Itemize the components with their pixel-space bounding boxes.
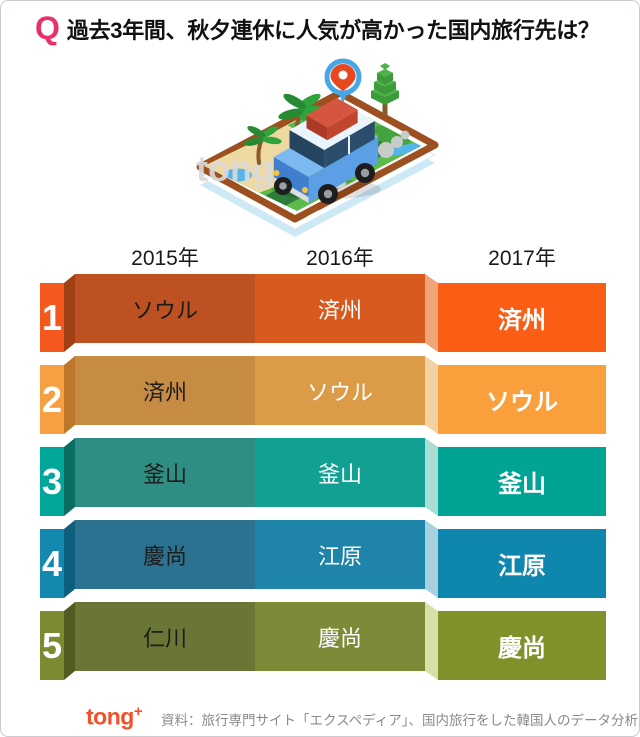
tong-logo: tong+ bbox=[86, 703, 143, 731]
rank-number: 2 bbox=[40, 365, 64, 434]
cell-2015: 仁川 bbox=[75, 602, 255, 671]
cell-2017: 江原 bbox=[438, 529, 606, 598]
cell-2015: 済州 bbox=[75, 356, 255, 425]
title-text: 過去3年間、秋夕連休に人気が高かった国内旅行先は？ bbox=[66, 18, 600, 43]
year-label-2016: 2016年 bbox=[306, 247, 374, 270]
rank-number: 1 bbox=[40, 283, 64, 352]
rank-row-5: 5 仁川 慶尚 慶尚 bbox=[1, 602, 639, 680]
ribbon-fold-left bbox=[64, 602, 75, 680]
cell-2015: ソウル bbox=[75, 274, 255, 343]
cell-2017: 慶尚 bbox=[438, 611, 606, 680]
cell-2017: 済州 bbox=[438, 283, 606, 352]
ribbon-fold-left bbox=[64, 520, 75, 598]
q-mark: Q bbox=[35, 10, 60, 46]
pine-tree bbox=[371, 63, 399, 115]
ribbon-fold-right bbox=[425, 438, 438, 516]
rank-number: 3 bbox=[40, 447, 64, 516]
rank-number: 4 bbox=[40, 529, 64, 598]
page-title: Q 過去3年間、秋夕連休に人気が高かった国内旅行先は？ bbox=[35, 10, 600, 46]
ribbon-fold-left bbox=[64, 356, 75, 434]
rank-row-2: 2 済州 ソウル ソウル bbox=[1, 356, 639, 434]
rank-row-1: 1 ソウル 済州 済州 bbox=[1, 274, 639, 352]
ribbon-fold-right bbox=[425, 602, 438, 680]
suv-car bbox=[271, 97, 381, 204]
cell-2015: 釜山 bbox=[75, 438, 255, 507]
year-label-2015: 2015年 bbox=[131, 247, 199, 270]
cell-2016: ソウル bbox=[255, 356, 425, 425]
cell-2016: 江原 bbox=[255, 520, 425, 589]
ribbon-fold-right bbox=[425, 356, 438, 434]
cell-2017: 釜山 bbox=[438, 447, 606, 516]
ribbon-fold-right bbox=[425, 274, 438, 352]
rank-row-4: 4 慶尚 江原 江原 bbox=[1, 520, 639, 598]
ribbon-fold-right bbox=[425, 520, 438, 598]
rank-row-3: 3 釜山 釜山 釜山 bbox=[1, 438, 639, 516]
location-pin-icon bbox=[324, 58, 362, 103]
cell-2015: 慶尚 bbox=[75, 520, 255, 589]
tong-logo-text: tong bbox=[86, 703, 134, 730]
source-text: 資料：旅行専門サイト「エクスペディア」、国内旅行をした韓国人のデータ分析 bbox=[161, 713, 638, 728]
tong-logo-plus: + bbox=[133, 703, 143, 720]
ribbon-fold-left bbox=[64, 274, 75, 352]
cell-2017: ソウル bbox=[438, 365, 606, 434]
ribbon-fold-left bbox=[64, 438, 75, 516]
rank-number: 5 bbox=[40, 611, 64, 680]
year-label-2017: 2017年 bbox=[488, 247, 556, 270]
travel-illustration: tong+ bbox=[176, 51, 461, 243]
palm-tree bbox=[243, 125, 282, 165]
cell-2016: 釜山 bbox=[255, 438, 425, 507]
exhaust-smoke bbox=[378, 130, 410, 158]
cell-2016: 慶尚 bbox=[255, 602, 425, 671]
cell-2016: 済州 bbox=[255, 274, 425, 343]
